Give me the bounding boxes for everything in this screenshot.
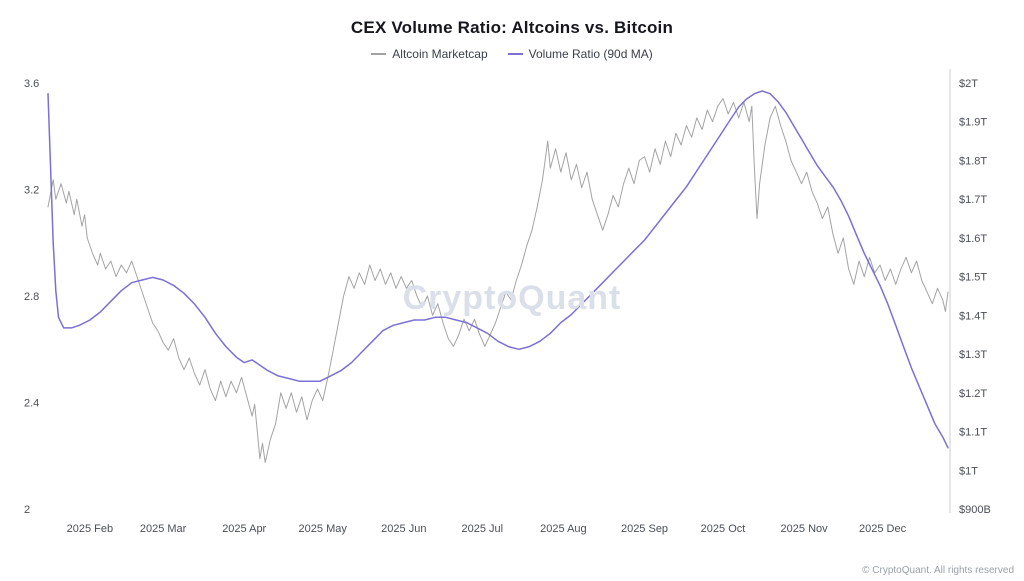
x-axis-tick-label: 2025 Jun <box>381 523 426 535</box>
x-axis-tick-label: 2025 Mar <box>140 523 187 535</box>
right-axis-tick-label: $2T <box>959 78 978 90</box>
x-axis-tick-label: 2025 Aug <box>540 523 587 535</box>
left-axis-tick-label: 2.8 <box>24 291 39 303</box>
x-axis-tick-label: 2025 Apr <box>222 523 266 535</box>
chart-legend: Altcoin Marketcap Volume Ratio (90d MA) <box>0 47 1024 61</box>
x-axis-tick-label: 2025 Jul <box>462 523 504 535</box>
legend-swatch-purple-line-icon <box>507 53 523 55</box>
left-axis-tick-label: 2 <box>24 504 30 516</box>
right-axis-tick-labels: $2T $1.9T $1.8T $1.7T $1.6T $1.5T $1.4T $1.3T $1… <box>959 78 991 516</box>
series-line-altcoin-marketcap <box>47 98 949 463</box>
legend-item-volume-ratio[interactable]: Volume Ratio (90d MA) <box>507 47 653 61</box>
chart-title: CEX Volume Ratio: Altcoins vs. Bitcoin <box>350 18 674 37</box>
left-axis-tick-label: 3.2 <box>24 185 39 197</box>
left-axis-tick-label: 2.4 <box>24 398 39 410</box>
chart-area: 3.6 3.2 2.8 2.4 2 $2T $1.9T $1.8T $1.7T $1.6T $1.5… <box>0 61 1024 546</box>
right-axis-tick-label: $1.1T <box>959 427 987 439</box>
x-axis-tick-labels: 2025 Feb 2025 Mar 2025 Apr 2025 May 2025 Jun… <box>67 523 907 535</box>
right-axis-tick-label: $1.4T <box>959 310 987 322</box>
right-axis-tick-label: $1.5T <box>959 272 987 284</box>
right-axis-tick-label: $1.3T <box>959 349 987 361</box>
right-axis-tick-label: $1.7T <box>959 194 987 206</box>
right-axis-tick-label: $1.8T <box>959 155 987 167</box>
left-axis-tick-label: 3.6 <box>24 78 39 90</box>
chart-canvas: 3.6 3.2 2.8 2.4 2 $2T $1.9T $1.8T $1.7T $1.6T $1.5… <box>24 69 991 535</box>
x-axis-tick-label: 2025 Dec <box>859 523 907 535</box>
left-axis-tick-labels: 3.6 3.2 2.8 2.4 2 <box>24 78 39 516</box>
legend-label: Altcoin Marketcap <box>392 47 488 61</box>
right-axis-tick-label: $900B <box>959 504 991 516</box>
x-axis-tick-label: 2025 May <box>299 523 348 535</box>
legend-label: Volume Ratio (90d MA) <box>528 47 653 61</box>
right-axis-tick-label: $1T <box>959 465 978 477</box>
legend-swatch-gray-line-icon <box>371 53 387 55</box>
x-axis-tick-label: 2025 Nov <box>781 523 829 535</box>
series-line-volume-ratio-90d-ma- <box>47 90 949 449</box>
x-axis-tick-label: 2025 Oct <box>701 523 746 535</box>
legend-item-altcoin-marketcap[interactable]: Altcoin Marketcap <box>371 47 488 61</box>
x-axis-tick-label: 2025 Sep <box>621 523 668 535</box>
copyright-text: © CryptoQuant. All rights reserved <box>862 565 1014 576</box>
right-axis-tick-label: $1.2T <box>959 388 987 400</box>
x-axis-tick-label: 2025 Feb <box>67 523 113 535</box>
right-axis-tick-label: $1.6T <box>959 233 987 245</box>
right-axis-tick-label: $1.9T <box>959 117 987 129</box>
